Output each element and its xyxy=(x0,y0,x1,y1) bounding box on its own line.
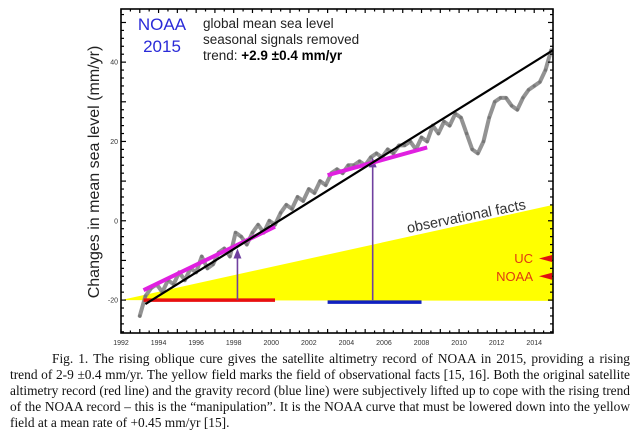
data-point xyxy=(504,96,508,100)
data-point xyxy=(487,116,491,120)
data-point xyxy=(324,183,328,187)
y-tick-label: 20 xyxy=(110,139,118,146)
x-tick-label: 1992 xyxy=(113,340,129,347)
data-point xyxy=(521,96,525,100)
data-point xyxy=(357,159,362,163)
data-point xyxy=(369,155,373,159)
data-point xyxy=(470,147,474,151)
data-point xyxy=(205,266,209,270)
legend-line1: global mean sea level xyxy=(203,16,334,31)
legend-trend-value: +2.9 ±0.4 mm/yr xyxy=(241,48,343,63)
data-point xyxy=(239,235,243,239)
data-point xyxy=(335,167,339,171)
y-tick-label: 40 xyxy=(110,60,118,67)
data-point xyxy=(526,88,531,92)
data-point xyxy=(465,131,469,136)
figure-caption: Fig. 1. The rising oblique cure gives th… xyxy=(10,351,630,431)
y-tick-label: 0 xyxy=(114,218,118,225)
data-point xyxy=(284,203,288,207)
data-point xyxy=(538,80,542,84)
legend-trend-prefix: trend: xyxy=(203,48,241,63)
magenta-segment-2 xyxy=(327,145,428,178)
data-point xyxy=(256,223,260,227)
data-point xyxy=(510,104,514,108)
arrow-up-icon xyxy=(233,248,242,259)
x-tick-label: 2002 xyxy=(301,340,317,347)
x-tick-label: 2012 xyxy=(489,340,505,347)
data-point xyxy=(138,314,142,318)
data-point xyxy=(403,143,407,148)
data-point xyxy=(318,179,322,183)
data-point xyxy=(459,116,463,120)
data-point xyxy=(386,147,390,151)
data-point xyxy=(200,254,204,259)
data-point xyxy=(307,187,311,191)
data-point xyxy=(442,120,446,124)
y-tick-label: -20 xyxy=(108,298,118,305)
x-tick-label: 2014 xyxy=(526,340,542,347)
x-tick-label: 2008 xyxy=(414,340,430,347)
data-point xyxy=(515,108,519,112)
data-point xyxy=(543,68,548,72)
data-point xyxy=(476,151,480,155)
caption-text: Fig. 1. The rising oblique cure gives th… xyxy=(10,351,630,430)
legend-line2: seasonal signals removed xyxy=(203,32,359,47)
data-point xyxy=(374,151,379,155)
data-point xyxy=(143,294,148,298)
data-point xyxy=(391,151,395,155)
x-tick-label: 2006 xyxy=(376,340,392,347)
x-tick-label: 1996 xyxy=(188,340,204,347)
observational-field xyxy=(121,204,553,301)
data-point xyxy=(532,84,536,88)
data-point xyxy=(290,207,294,211)
data-point xyxy=(346,163,350,167)
data-point xyxy=(295,195,300,199)
sea-level-figure: 1992 1994 1996 1998 2000 2002 2004 2006 2008 2010… xyxy=(86,8,554,347)
data-point xyxy=(228,254,232,259)
data-point xyxy=(419,135,424,140)
legend-agency: NOAA xyxy=(138,15,187,34)
x-tick-label: 1994 xyxy=(151,340,167,347)
data-point xyxy=(250,231,255,235)
data-point xyxy=(453,112,457,116)
x-tick-label: 2000 xyxy=(263,340,279,347)
uc-label: UC xyxy=(514,251,533,266)
data-point xyxy=(301,199,305,203)
trend-line xyxy=(144,49,554,305)
data-point xyxy=(493,100,497,104)
data-point xyxy=(233,231,238,235)
data-point xyxy=(245,242,249,247)
x-tick-label: 1998 xyxy=(226,340,242,347)
legend-box: NOAA 2015 global mean sea level seasonal… xyxy=(138,15,359,63)
legend-year: 2015 xyxy=(143,37,181,56)
data-point xyxy=(267,219,271,223)
y-axis-label: Changes in mean sea level (mm/yr) xyxy=(86,46,103,299)
data-point xyxy=(425,139,429,144)
x-tick-label: 2004 xyxy=(339,340,355,347)
data-point xyxy=(436,131,441,136)
data-point xyxy=(448,123,452,128)
data-point xyxy=(498,96,503,100)
data-point xyxy=(312,191,317,195)
data-point xyxy=(481,139,486,144)
legend-trend: trend: +2.9 ±0.4 mm/yr xyxy=(203,48,343,63)
noaa-marker-icon xyxy=(539,272,552,280)
x-tick-label: 2010 xyxy=(451,340,467,347)
noaa-marker-label: NOAA xyxy=(496,269,533,284)
uc-marker-icon xyxy=(539,254,552,262)
data-point xyxy=(279,211,283,215)
